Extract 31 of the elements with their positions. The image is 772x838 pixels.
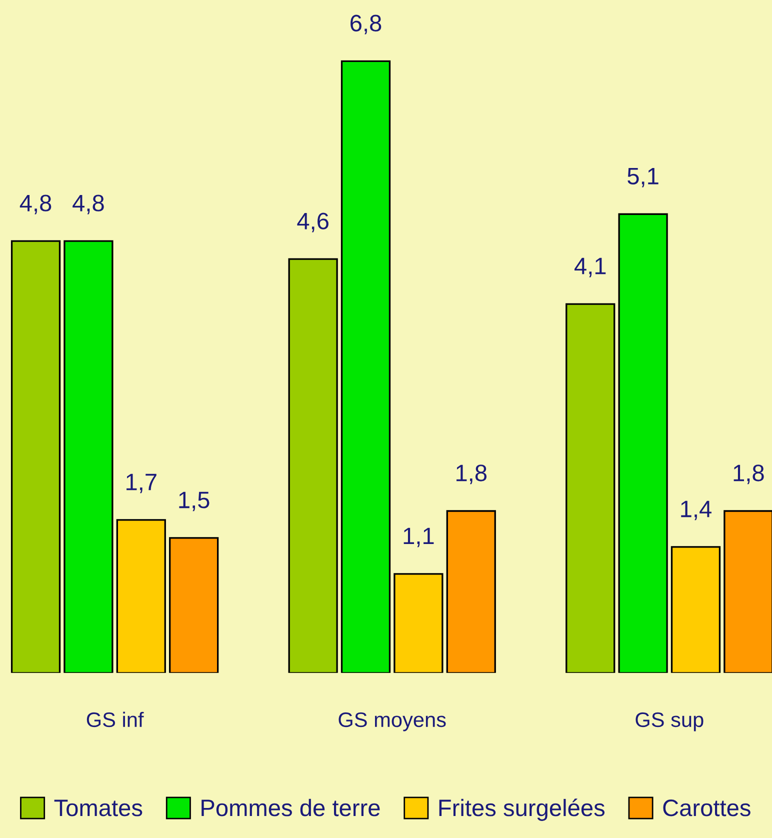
legend-label: Tomates xyxy=(54,800,142,816)
data-label: 4,1 xyxy=(574,258,606,278)
data-label: 5,1 xyxy=(628,168,658,188)
data-label: 1,8 xyxy=(734,464,764,484)
data-label: 1,1 xyxy=(404,528,434,548)
data-label: 4,8 xyxy=(72,194,104,214)
legend-label: Carottes xyxy=(663,800,750,816)
bar xyxy=(340,60,391,673)
x-tick-label: GS inf xyxy=(86,712,144,728)
bar xyxy=(618,213,668,673)
bar xyxy=(10,240,61,673)
data-label: 1,5 xyxy=(179,492,210,512)
data-label: 6,8 xyxy=(350,14,382,34)
bar xyxy=(288,258,338,673)
bar xyxy=(394,573,444,673)
data-label: 4,6 xyxy=(297,212,328,232)
data-label: 1,8 xyxy=(456,464,487,484)
bar xyxy=(670,546,721,673)
x-tick-label: GS sup xyxy=(636,712,704,732)
bar xyxy=(724,510,772,673)
legend-label: Pommes de terre xyxy=(202,798,380,816)
data-label: 1,7 xyxy=(126,474,156,494)
data-label: 1,4 xyxy=(681,500,712,520)
bar xyxy=(64,240,114,673)
data-label: 4,8 xyxy=(20,194,52,214)
bar xyxy=(116,519,166,673)
x-tick-label: GS moyens xyxy=(338,712,446,732)
bar xyxy=(446,510,496,673)
legend-label: Frites surgelées xyxy=(439,798,605,821)
bar xyxy=(566,303,616,673)
bar xyxy=(169,537,219,673)
